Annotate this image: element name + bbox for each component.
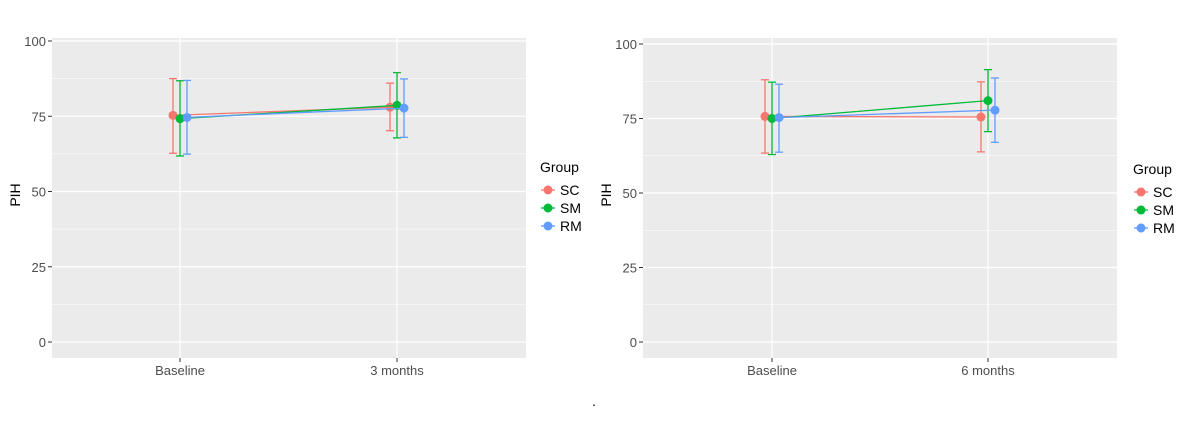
legend-label-RM: RM: [560, 218, 582, 234]
legend-key-point: [543, 185, 553, 195]
y-tick-label: 100: [615, 37, 637, 52]
legend-label-SC: SC: [560, 182, 579, 198]
series-line: [186, 107, 405, 119]
legend-title: Group: [540, 159, 579, 175]
y-axis-label: PIH: [7, 183, 23, 206]
plot-panel: [52, 38, 526, 358]
data-point: [399, 103, 409, 113]
y-tick-label: 0: [630, 335, 637, 350]
data-point: [182, 112, 192, 122]
legend-key-point: [543, 221, 553, 231]
data-point: [774, 113, 784, 123]
data-point: [175, 114, 185, 124]
legend-title: Group: [1133, 161, 1172, 177]
series-SM: [767, 68, 993, 156]
data-point: [976, 112, 986, 122]
y-tick-label: 50: [623, 186, 637, 201]
y-tick-label: 100: [24, 34, 46, 49]
y-tick-label: 25: [32, 260, 46, 275]
legend-key-point: [1136, 205, 1146, 215]
legend: Group SC SM RM: [1133, 161, 1175, 236]
legend-label-SM: SM: [1153, 202, 1174, 218]
x-tick-label: 3 months: [370, 363, 424, 378]
y-tick-label: 50: [32, 185, 46, 200]
separator-dot: .: [592, 393, 596, 409]
data-point: [767, 114, 777, 123]
series-line: [771, 99, 989, 120]
legend-label-SM: SM: [560, 200, 581, 216]
x-tick-label: 6 months: [961, 363, 1015, 378]
x-tick-label: Baseline: [155, 363, 205, 378]
data-point: [990, 105, 1000, 115]
data-point: [760, 111, 770, 121]
x-tick-label: Baseline: [747, 363, 797, 378]
plot-panel: [643, 38, 1117, 358]
chart-2: 0 25 50 75 100 Baseline 6 months PIH Group SC SM RM: [598, 37, 1175, 378]
series-RM: [774, 77, 1000, 153]
legend-key-point: [543, 203, 553, 213]
data-point: [392, 100, 402, 110]
series-line: [778, 109, 996, 119]
legend-label-SC: SC: [1153, 184, 1172, 200]
legend-label-RM: RM: [1153, 220, 1175, 236]
y-tick-label: 75: [623, 112, 637, 127]
legend-key-point: [1136, 187, 1146, 197]
series-RM: [182, 78, 409, 155]
chart-1: 0 25 50 75 100 Baseline 3 months PIH Group SC SM RM: [7, 34, 582, 378]
y-axis-label: PIH: [598, 183, 614, 206]
y-tick-label: 0: [39, 335, 46, 350]
y-tick-label: 25: [623, 261, 637, 276]
data-point: [168, 110, 178, 120]
data-point: [983, 96, 993, 106]
legend: Group SC SM RM: [540, 159, 582, 234]
legend-key-point: [1136, 223, 1146, 233]
y-tick-label: 75: [32, 109, 46, 124]
